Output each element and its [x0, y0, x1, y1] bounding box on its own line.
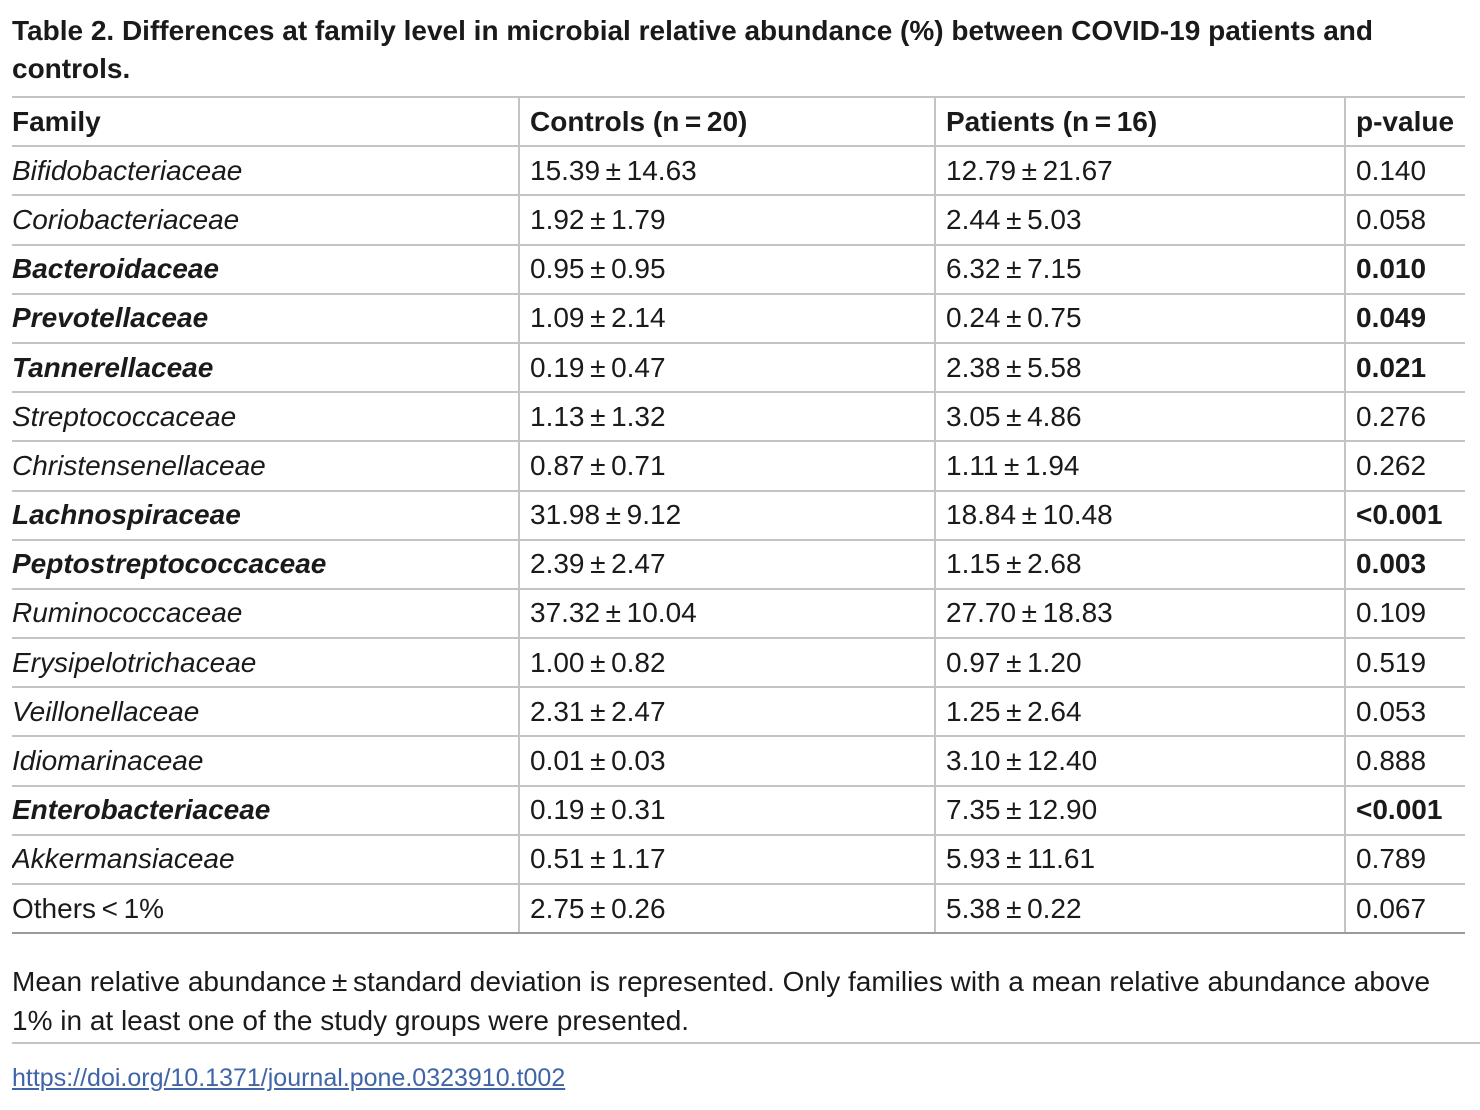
- cell-family: Veillonellaceae: [12, 687, 519, 738]
- cell-p-value: 0.262: [1344, 441, 1465, 492]
- cell-p-value: 0.053: [1344, 687, 1465, 738]
- header-family: Family: [12, 97, 519, 148]
- cell-controls: 0.19 ± 0.47: [518, 342, 935, 394]
- cell-controls: 0.87 ± 0.71: [518, 441, 935, 492]
- table-row: Bacteroidaceae 0.95 ± 0.95 6.32 ± 7.15 0.01…: [12, 244, 1465, 295]
- cell-p-value: 0.519: [1344, 638, 1465, 689]
- cell-p-value: 0.049: [1344, 293, 1465, 344]
- header-controls: Controls (n = 20): [518, 97, 935, 148]
- table-row: Idiomarinaceae 0.01 ± 0.03 3.10 ± 12.40 0.8…: [12, 736, 1465, 787]
- cell-family: Bifidobacteriaceae: [12, 146, 519, 197]
- cell-controls: 2.31 ± 2.47: [518, 687, 935, 738]
- table-body: Bifidobacteriaceae 15.39 ± 14.63 12.79 ± 2…: [12, 146, 1465, 935]
- cell-patients: 1.11 ± 1.94: [934, 441, 1345, 492]
- cell-p-value: 0.888: [1344, 736, 1465, 787]
- cell-family: Bacteroidaceae: [12, 244, 519, 295]
- table-row: Prevotellaceae 1.09 ± 2.14 0.24 ± 0.75 0.04…: [12, 293, 1465, 344]
- cell-patients: 2.44 ± 5.03: [934, 195, 1345, 246]
- cell-family: Akkermansiaceae: [12, 834, 519, 886]
- table-caption: Table 2. Differences at family level in …: [12, 15, 1374, 84]
- table-row: Others < 1% 2.75 ± 0.26 5.38 ± 0.22 0.067: [12, 884, 1465, 935]
- cell-patients: 27.70 ± 18.83: [934, 588, 1345, 640]
- cell-controls: 37.32 ± 10.04: [518, 588, 935, 640]
- cell-family: Christensenellaceae: [12, 441, 519, 492]
- cell-p-value: <0.001: [1344, 490, 1465, 541]
- table-row: Lachnospiraceae 31.98 ± 9.12 18.84 ± 10.48…: [12, 490, 1465, 541]
- cell-controls: 0.19 ± 0.31: [518, 785, 935, 836]
- cell-family: Ruminococcaceae: [12, 588, 519, 640]
- cell-patients: 5.93 ± 11.61: [934, 834, 1345, 886]
- cell-family: Coriobacteriaceae: [12, 195, 519, 246]
- cell-patients: 2.38 ± 5.58: [934, 342, 1345, 394]
- cell-p-value: 0.067: [1344, 884, 1465, 935]
- cell-controls: 1.00 ± 0.82: [518, 638, 935, 689]
- abundance-table: Family Controls (n = 20) Patients (n = 1…: [12, 96, 1465, 935]
- table-row: Bifidobacteriaceae 15.39 ± 14.63 12.79 ± 2…: [12, 146, 1465, 197]
- cell-patients: 1.15 ± 2.68: [934, 539, 1345, 590]
- table-row: Peptostreptococcaceae 2.39 ± 2.47 1.15 ± 2…: [12, 539, 1465, 590]
- cell-controls: 1.09 ± 2.14: [518, 293, 935, 344]
- cell-p-value: 0.003: [1344, 539, 1465, 590]
- cell-controls: 2.39 ± 2.47: [518, 539, 935, 590]
- cell-p-value: 0.140: [1344, 146, 1465, 197]
- cell-patients: 5.38 ± 0.22: [934, 884, 1345, 935]
- cell-p-value: 0.789: [1344, 834, 1465, 886]
- table-row: Erysipelotrichaceae 1.00 ± 0.82 0.97 ± 1.2…: [12, 638, 1465, 689]
- cell-patients: 0.97 ± 1.20: [934, 638, 1345, 689]
- cell-patients: 6.32 ± 7.15: [934, 244, 1345, 295]
- footer-divider: [12, 1042, 1480, 1044]
- cell-family: Streptococcaceae: [12, 392, 519, 443]
- table-row: Coriobacteriaceae 1.92 ± 1.79 2.44 ± 5.03 0…: [12, 195, 1465, 246]
- table-row: Streptococcaceae 1.13 ± 1.32 3.05 ± 4.86 0.…: [12, 392, 1465, 443]
- cell-family: Lachnospiraceae: [12, 490, 519, 541]
- cell-family: Prevotellaceae: [12, 293, 519, 344]
- header-p-value: p-value: [1344, 97, 1465, 148]
- cell-controls: 1.92 ± 1.79: [518, 195, 935, 246]
- cell-family: Others < 1%: [12, 884, 519, 935]
- table-footnote: Mean relative abundance ± standard devia…: [12, 966, 1431, 1036]
- cell-family: Peptostreptococcaceae: [12, 539, 519, 590]
- table-header-row: Family Controls (n = 20) Patients (n = 1…: [12, 97, 1465, 148]
- cell-controls: 0.01 ± 0.03: [518, 736, 935, 787]
- header-patients: Patients (n = 16): [934, 97, 1345, 148]
- cell-controls: 0.51 ± 1.17: [518, 834, 935, 886]
- cell-p-value: 0.109: [1344, 588, 1465, 640]
- cell-controls: 15.39 ± 14.63: [518, 146, 935, 197]
- doi-link[interactable]: https://doi.org/10.1371/journal.pone.032…: [12, 1064, 566, 1092]
- table-row: Veillonellaceae 2.31 ± 2.47 1.25 ± 2.64 0.0…: [12, 687, 1465, 738]
- table-row: Akkermansiaceae 0.51 ± 1.17 5.93 ± 11.61 0.…: [12, 834, 1465, 886]
- cell-p-value: 0.010: [1344, 244, 1465, 295]
- table-row: Ruminococcaceae 37.32 ± 10.04 27.70 ± 18.8…: [12, 588, 1465, 640]
- cell-family: Tannerellaceae: [12, 342, 519, 394]
- table-row: Tannerellaceae 0.19 ± 0.47 2.38 ± 5.58 0.02…: [12, 342, 1465, 394]
- cell-family: Idiomarinaceae: [12, 736, 519, 787]
- cell-controls: 31.98 ± 9.12: [518, 490, 935, 541]
- cell-controls: 1.13 ± 1.32: [518, 392, 935, 443]
- cell-patients: 12.79 ± 21.67: [934, 146, 1345, 197]
- cell-patients: 7.35 ± 12.90: [934, 785, 1345, 836]
- cell-patients: 1.25 ± 2.64: [934, 687, 1345, 738]
- cell-family: Erysipelotrichaceae: [12, 638, 519, 689]
- cell-patients: 0.24 ± 0.75: [934, 293, 1345, 344]
- cell-p-value: 0.021: [1344, 342, 1465, 394]
- table-row: Christensenellaceae 0.87 ± 0.71 1.11 ± 1.9…: [12, 441, 1465, 492]
- cell-p-value: 0.276: [1344, 392, 1465, 443]
- cell-p-value: <0.001: [1344, 785, 1465, 836]
- cell-p-value: 0.058: [1344, 195, 1465, 246]
- cell-patients: 18.84 ± 10.48: [934, 490, 1345, 541]
- cell-family: Enterobacteriaceae: [12, 785, 519, 836]
- cell-patients: 3.10 ± 12.40: [934, 736, 1345, 787]
- table-row: Enterobacteriaceae 0.19 ± 0.31 7.35 ± 12.9…: [12, 785, 1465, 836]
- cell-controls: 0.95 ± 0.95: [518, 244, 935, 295]
- cell-patients: 3.05 ± 4.86: [934, 392, 1345, 443]
- cell-controls: 2.75 ± 0.26: [518, 884, 935, 935]
